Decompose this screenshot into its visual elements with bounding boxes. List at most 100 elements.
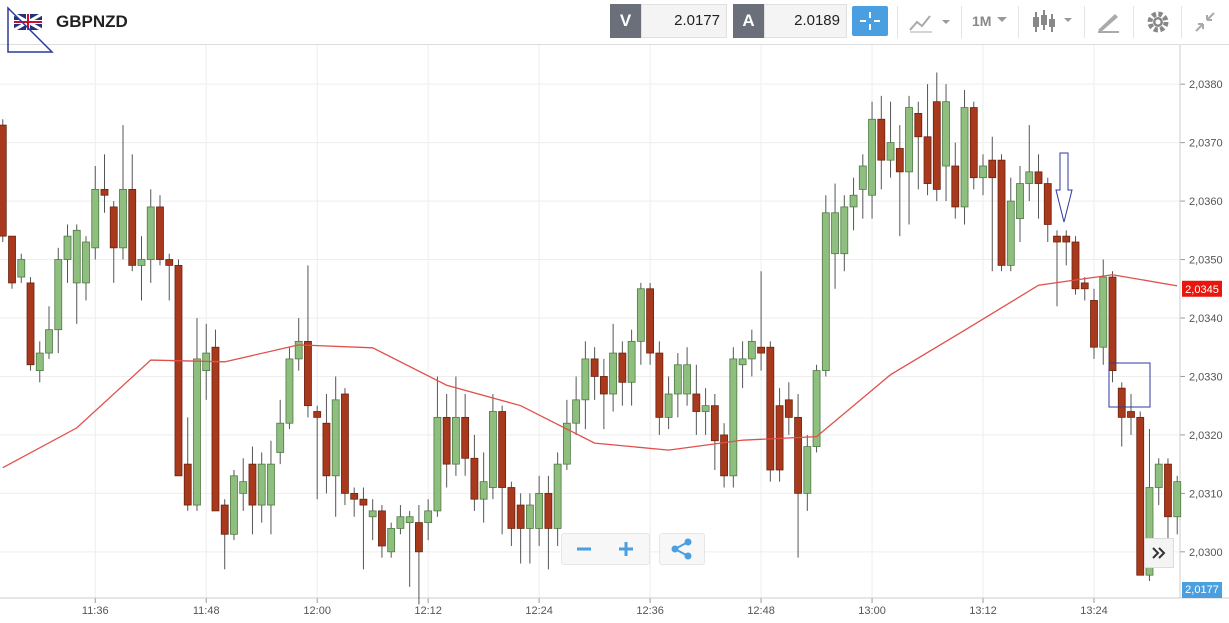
candle-body [1154,463,1163,488]
candle-body [738,358,747,366]
candle-body [951,165,960,208]
candle-body [683,364,692,395]
candle-body [1071,241,1080,290]
ma-tag-label: 2,0345 [1185,284,1219,296]
candle-body [137,259,146,266]
candle-body [248,463,257,506]
candle-body [655,352,664,418]
settings-button[interactable] [1145,9,1171,35]
candle-body [193,358,201,506]
candle-body [664,393,673,418]
candle-body [923,136,932,184]
timeframe-caret [997,17,1007,22]
candle-body [276,422,285,453]
candle-body [849,194,858,208]
candle-body [359,498,368,506]
candle-body [1062,235,1071,243]
candle-style-button[interactable] [1030,8,1076,36]
candle-body [211,346,220,512]
x-tick-label: 12:00 [303,605,331,617]
plot-background [0,45,1229,598]
candle-body [415,522,423,553]
moving-average [2,274,1178,469]
candle-body [230,475,238,535]
candle-body [636,288,645,342]
candle-body [350,492,359,500]
candle-body [396,516,405,529]
collapse-button[interactable] [1193,10,1217,34]
candle-body [997,159,1006,266]
candle-body [1043,183,1052,225]
candle-body [581,358,590,401]
candle-body [488,411,497,488]
candle-body [1117,387,1126,418]
candle-body [470,457,479,500]
candle-body [877,118,886,161]
candle-body [969,107,978,179]
candle-body [26,282,35,366]
timeframe[interactable]: 1M [972,13,992,29]
candle-body [63,235,72,260]
crosshair-button[interactable] [852,6,888,36]
ma-tag [1182,280,1222,297]
candle-body [507,487,516,529]
candle-body [17,259,26,278]
candle-body [747,340,756,360]
candle-body [942,101,950,167]
candle-body [646,288,655,354]
candle-body [341,393,349,494]
candle-body [433,416,442,512]
candle-body [1173,481,1182,518]
candle-body [729,358,738,477]
candle-body [988,159,997,179]
candle-body [831,212,839,255]
x-tick-label: 12:48 [747,605,775,617]
y-tick-label: 2,0340 [1189,313,1223,325]
share-button[interactable] [659,533,705,565]
candle-body [1090,300,1098,348]
candle-body [1034,171,1043,184]
candle-body [895,148,904,173]
scroll-to-end-button[interactable] [1144,538,1174,568]
candle-body [701,405,710,412]
chart-type-button[interactable] [906,10,954,34]
candle-body [692,393,701,412]
candle-body [1164,463,1172,518]
candle-body [979,165,987,179]
candle-body [82,241,90,284]
draw-tool-button[interactable] [1095,10,1121,34]
candle-body [1136,416,1145,576]
candle-body [572,399,581,424]
candle-body [442,416,451,465]
candle-body [100,188,109,196]
candle-body [562,422,571,465]
candle-body [821,212,830,372]
candle-body [424,510,433,523]
candle-body [378,510,386,547]
candle-body [35,352,44,372]
candle-body [304,340,312,407]
candle-body [803,446,812,494]
candle-body [553,463,562,529]
candle-body [1016,183,1024,220]
candle-body [1099,276,1108,348]
zoom-in[interactable] [619,542,633,556]
x-tick-label: 12:36 [636,605,664,617]
y-tick-label: 2,0300 [1189,547,1223,559]
candle-body [461,416,470,459]
candle-body [914,112,923,138]
candle-body [405,516,414,523]
candle-body [1145,487,1154,576]
candle-body [673,364,682,395]
candle-body [1108,276,1117,372]
bid-price[interactable]: 2.0177 [641,4,727,38]
x-tick-label: 11:48 [193,605,220,617]
ask-price[interactable]: 2.0189 [764,4,847,38]
candle-body [498,411,507,488]
candle-body [479,481,488,500]
candle-body [257,463,266,506]
y-tick-label: 2,0350 [1189,255,1223,267]
candle-body [313,411,322,418]
candle-body [766,346,775,471]
